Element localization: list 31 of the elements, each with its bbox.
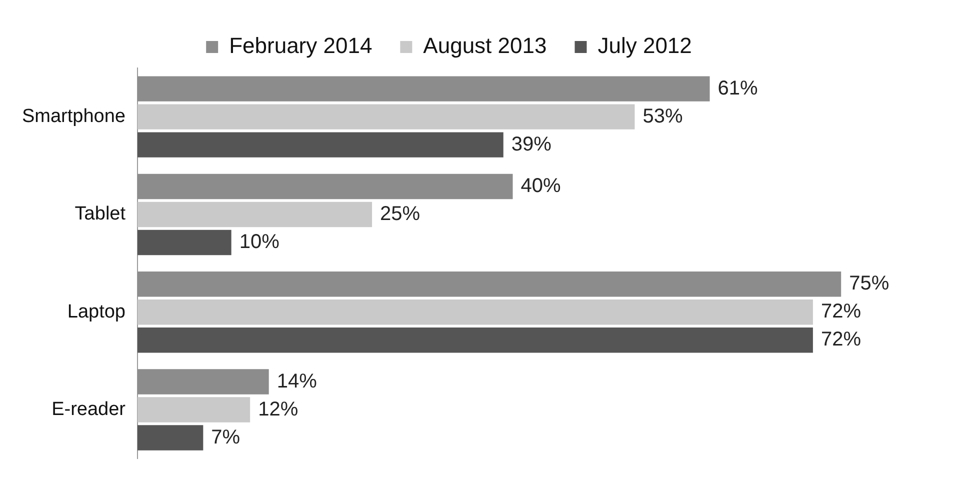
bar: [138, 300, 813, 325]
bar: [138, 132, 504, 158]
bar: [138, 76, 710, 102]
bar: [138, 369, 269, 394]
data-label: 72%: [820, 328, 862, 351]
data-label: 10%: [239, 230, 280, 253]
data-label: 75%: [849, 272, 890, 295]
data-label: 61%: [718, 77, 758, 100]
y-tick-label: Tablet: [74, 204, 126, 225]
legend-label: August 2013: [423, 33, 547, 58]
bar: [138, 397, 250, 422]
y-tick-label: Smartphone: [22, 106, 126, 128]
data-label: 7%: [211, 426, 240, 448]
bar: [138, 230, 232, 256]
data-label: 40%: [520, 175, 561, 197]
bar: [138, 104, 635, 130]
data-label: 53%: [642, 105, 683, 128]
bar: [138, 174, 513, 200]
y-tick-label: E-reader: [52, 399, 126, 420]
bar: [138, 272, 842, 297]
data-label: 25%: [380, 202, 420, 225]
data-label: 12%: [258, 398, 298, 420]
legend-label: July 2012: [598, 33, 692, 58]
bar: [138, 425, 204, 450]
bar: [138, 202, 372, 228]
data-label: 72%: [820, 300, 862, 323]
bar: [138, 328, 813, 353]
y-tick-label: Laptop: [67, 301, 126, 322]
legend-label: February 2014: [229, 33, 372, 58]
data-label: 39%: [511, 133, 552, 156]
data-label: 14%: [276, 370, 318, 392]
